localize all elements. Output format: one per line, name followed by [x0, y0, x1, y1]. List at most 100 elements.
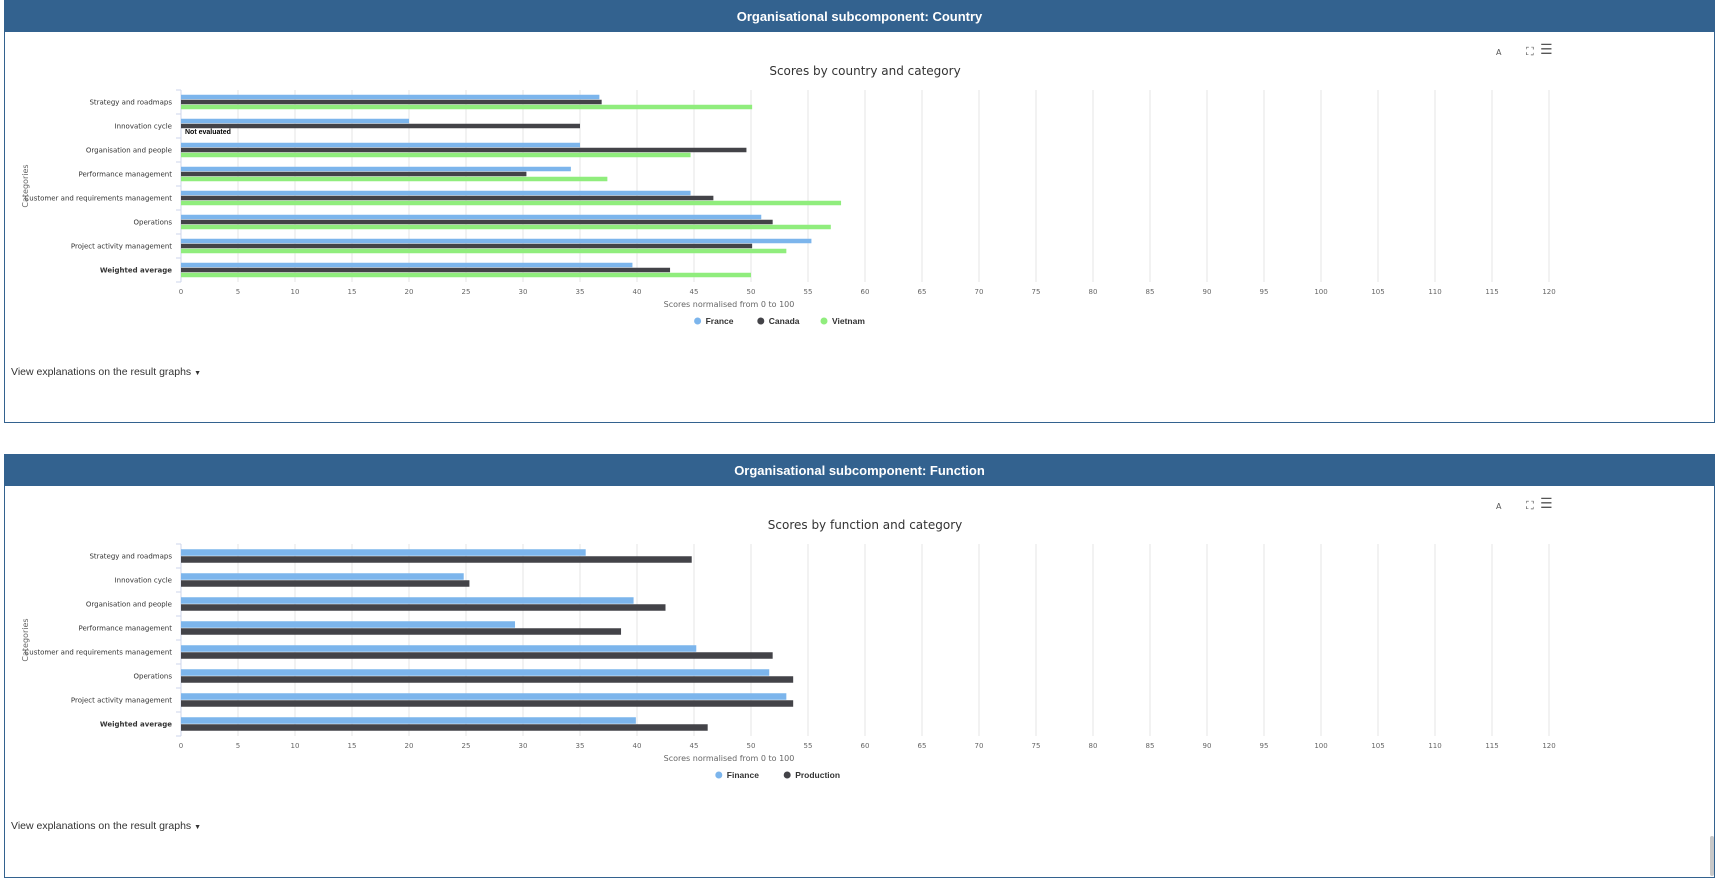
- bar-finance: [181, 597, 634, 604]
- x-tick-label: 5: [236, 288, 240, 296]
- category-label: Strategy and roadmaps: [89, 99, 172, 107]
- legend-marker: [783, 771, 791, 779]
- x-tick-label: 10: [291, 288, 300, 296]
- bar-finance: [181, 621, 516, 628]
- legend-item-production: Production: [795, 770, 840, 780]
- category-label: Project activity management: [71, 243, 172, 251]
- explanations-label: View explanations on the result graphs: [11, 366, 192, 378]
- x-tick-label: 110: [1428, 742, 1441, 750]
- x-tick-label: 65: [918, 288, 927, 296]
- x-tick-label: 55: [804, 288, 813, 296]
- x-tick-label: 0: [179, 288, 183, 296]
- x-tick-label: 15: [348, 742, 357, 750]
- x-tick-label: 85: [1146, 288, 1155, 296]
- x-tick-label: 70: [975, 288, 984, 296]
- chart-title: Scores by function and category: [768, 518, 962, 532]
- bar-france: [181, 262, 633, 268]
- bar-vietnam: [181, 224, 831, 230]
- category-label-bold: Weighted average: [100, 267, 172, 275]
- x-tick-label: 50: [747, 742, 756, 750]
- bar-canada: [181, 195, 714, 201]
- category-label-bold: Weighted average: [100, 721, 172, 729]
- x-axis-title: Scores normalised from 0 to 100: [664, 754, 795, 763]
- bar-canada: [181, 171, 527, 177]
- bar-production: [181, 676, 794, 683]
- scrollbar-thumb[interactable]: [1710, 836, 1714, 876]
- x-tick-label: 50: [747, 288, 756, 296]
- x-tick-label: 30: [519, 288, 528, 296]
- x-tick-label: 40: [633, 742, 642, 750]
- x-tick-label: 80: [1089, 742, 1098, 750]
- bar-production: [181, 580, 470, 587]
- x-tick-label: 60: [861, 742, 870, 750]
- x-tick-label: 20: [405, 288, 414, 296]
- category-label: Strategy and roadmaps: [89, 553, 172, 561]
- bar-france: [181, 166, 571, 172]
- fullscreen-icon[interactable]: ⛶: [1526, 45, 1534, 58]
- caret-down-icon: ▼: [194, 370, 202, 377]
- x-tick-label: 115: [1485, 742, 1498, 750]
- x-tick-label: 45: [690, 742, 699, 750]
- x-tick-label: 35: [576, 742, 585, 750]
- explanations-toggle[interactable]: View explanations on the result graphs ▼: [11, 820, 201, 832]
- x-tick-label: 120: [1542, 742, 1555, 750]
- menu-icon[interactable]: ☰: [1540, 42, 1553, 58]
- panel-function: Organisational subcomponent: Function Sc…: [4, 454, 1715, 878]
- x-tick-label: 60: [861, 288, 870, 296]
- x-tick-label: 100: [1314, 742, 1327, 750]
- x-tick-label: 70: [975, 742, 984, 750]
- x-tick-label: 105: [1371, 742, 1384, 750]
- x-tick-label: 35: [576, 288, 585, 296]
- font-size-icon[interactable]: A: [1496, 48, 1502, 57]
- x-tick-label: 55: [804, 742, 813, 750]
- font-size-icon[interactable]: A: [1496, 502, 1502, 511]
- caret-down-icon: ▼: [194, 824, 202, 831]
- x-tick-label: 100: [1314, 288, 1327, 296]
- x-tick-label: 90: [1203, 742, 1212, 750]
- fullscreen-icon[interactable]: ⛶: [1526, 499, 1534, 512]
- bar-production: [181, 604, 666, 611]
- bar-vietnam: [181, 104, 753, 110]
- chart-title: Scores by country and category: [769, 64, 960, 78]
- bar-france: [181, 238, 812, 244]
- x-tick-label: 40: [633, 288, 642, 296]
- x-tick-label: 25: [462, 742, 471, 750]
- x-tick-label: 80: [1089, 288, 1098, 296]
- legend-item-canada: Canada: [769, 316, 800, 326]
- x-tick-label: 45: [690, 288, 699, 296]
- panel-header: Organisational subcomponent: Function: [5, 455, 1714, 486]
- explanations-toggle[interactable]: View explanations on the result graphs ▼: [11, 366, 201, 378]
- bar-finance: [181, 669, 770, 676]
- y-axis-title: Categories: [21, 164, 30, 207]
- x-tick-label: 95: [1260, 288, 1269, 296]
- bar-finance: [181, 573, 464, 580]
- x-tick-label: 85: [1146, 742, 1155, 750]
- bar-production: [181, 700, 794, 707]
- category-label: Performance management: [79, 171, 173, 179]
- bar-vietnam: [181, 248, 787, 254]
- bar-canada: [181, 219, 773, 225]
- category-label: Organisation and people: [86, 147, 172, 155]
- category-label: Innovation cycle: [115, 123, 172, 131]
- x-tick-label: 115: [1485, 288, 1498, 296]
- category-label: Organisation and people: [86, 601, 172, 609]
- category-label: Performance management: [79, 625, 173, 633]
- y-axis-title: Categories: [21, 618, 30, 661]
- legend-item-vietnam: Vietnam: [832, 316, 865, 326]
- explanations-label: View explanations on the result graphs: [11, 820, 192, 832]
- x-tick-label: 15: [348, 288, 357, 296]
- category-label: Operations: [134, 219, 173, 227]
- x-tick-label: 10: [291, 742, 300, 750]
- bar-france: [181, 94, 600, 100]
- chart-country: Scores by country and category 0 5 10 15 20 25…: [21, 64, 1556, 326]
- bar-finance: [181, 693, 787, 700]
- x-tick-label: 75: [1032, 742, 1041, 750]
- category-label: Customer and requirements management: [24, 195, 172, 203]
- menu-icon[interactable]: ☰: [1540, 496, 1553, 512]
- panel-country: Organisational subcomponent: Country Sco…: [4, 0, 1715, 423]
- x-tick-label: 30: [519, 742, 528, 750]
- category-label: Project activity management: [71, 697, 172, 705]
- legend-item-finance: Finance: [727, 770, 759, 780]
- bar-finance: [181, 645, 697, 652]
- legend-marker: [715, 771, 723, 779]
